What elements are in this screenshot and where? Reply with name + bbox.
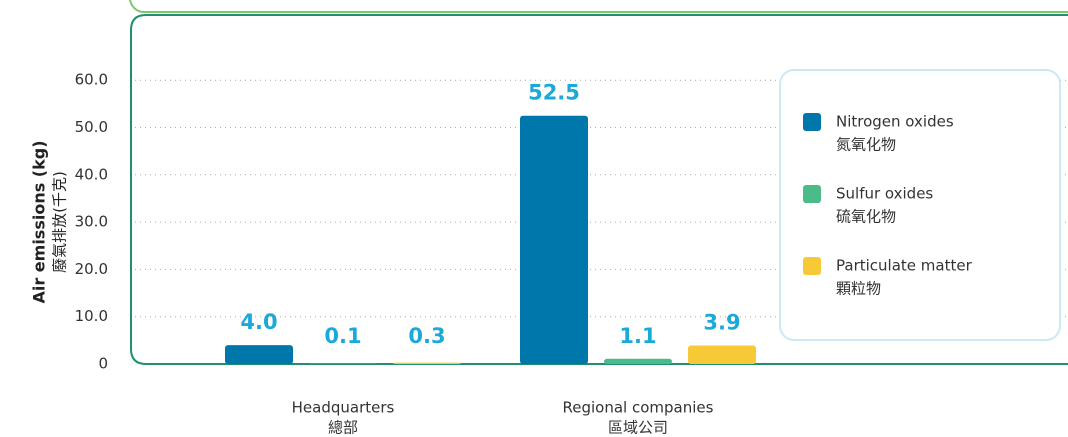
- legend-label: Particulate matter: [836, 257, 973, 275]
- legend-label-zh: 氮氧化物: [836, 136, 896, 154]
- x-tick-label-zh: 區域公司: [608, 419, 668, 437]
- y-tick-label: 10.0: [75, 307, 108, 325]
- x-tick-label-zh: 總部: [328, 419, 358, 437]
- value-label: 52.5: [528, 81, 580, 105]
- bar: [520, 115, 588, 365]
- y-tick-label: 0: [98, 355, 108, 373]
- y-tick-label: 60.0: [75, 71, 108, 89]
- bar: [688, 345, 756, 364]
- bar: [604, 358, 672, 364]
- legend-swatch: [803, 113, 821, 131]
- value-label: 0.1: [324, 324, 361, 348]
- bar: [309, 363, 377, 365]
- y-tick-label: 50.0: [75, 118, 108, 136]
- legend-label-zh: 硫氧化物: [836, 208, 896, 226]
- y-axis-label: Air emissions (kg): [30, 140, 49, 303]
- legend-label: Nitrogen oxides: [836, 113, 954, 131]
- legend-label-zh: 顆粒物: [836, 280, 881, 298]
- top-frame: [129, 0, 1068, 13]
- value-label: 0.3: [408, 324, 445, 348]
- plot-frame: [130, 14, 1068, 365]
- value-label: 1.1: [619, 324, 656, 348]
- value-label: 4.0: [240, 310, 277, 334]
- bar: [225, 345, 293, 364]
- bar: [393, 362, 461, 364]
- value-label: 3.9: [703, 311, 740, 335]
- y-axis-label-zh: 廢氣排放(千克): [51, 171, 69, 273]
- legend-swatch: [803, 257, 821, 275]
- x-tick-label: Regional companies: [563, 399, 714, 417]
- y-tick-label: 40.0: [75, 165, 108, 183]
- y-tick-label: 30.0: [75, 213, 108, 231]
- legend-box: [779, 69, 1061, 341]
- y-tick-label: 20.0: [75, 260, 108, 278]
- x-tick-label: Headquarters: [292, 399, 395, 417]
- legend-swatch: [803, 185, 821, 203]
- legend-label: Sulfur oxides: [836, 185, 933, 203]
